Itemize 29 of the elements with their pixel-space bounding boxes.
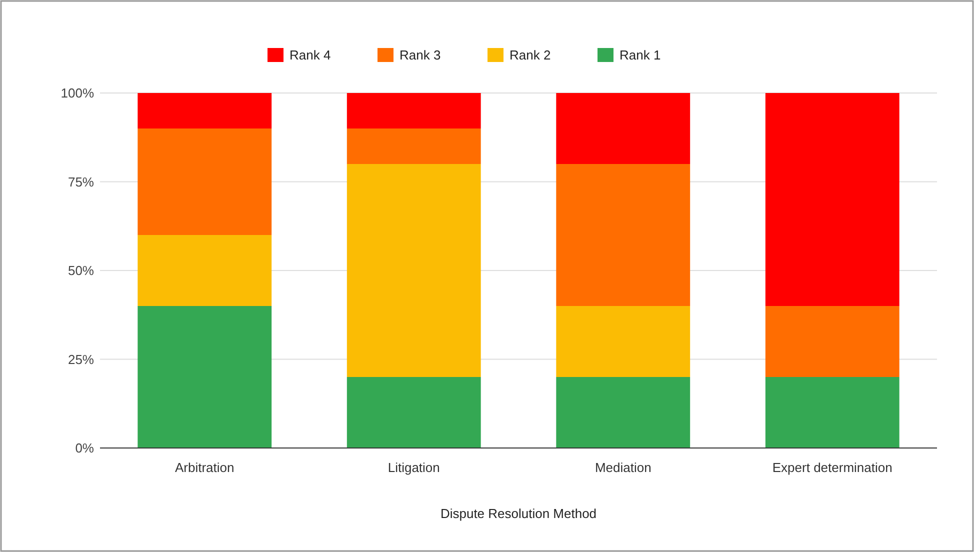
y-tick-label: 75%	[68, 174, 94, 190]
x-tick-label: Arbitration	[175, 460, 234, 475]
bar	[556, 164, 690, 306]
bar	[765, 306, 900, 377]
bar	[138, 128, 272, 235]
y-tick-label: 25%	[68, 352, 94, 367]
y-tick-label: 0%	[75, 440, 94, 456]
y-tick-label: 50%	[68, 263, 94, 278]
bar	[556, 377, 690, 448]
bar	[346, 377, 481, 448]
y-tick-label: 100%	[60, 86, 94, 101]
legend-label: Rank 4	[290, 48, 331, 63]
x-axis-title: Dispute Resolution Method	[440, 506, 597, 521]
bar	[346, 93, 481, 128]
bar	[138, 235, 272, 306]
bar	[346, 128, 481, 164]
legend-label: Rank 2	[510, 48, 551, 63]
x-tick-label: Expert determination	[772, 460, 892, 475]
bar	[556, 306, 690, 377]
bar	[138, 93, 272, 128]
bar	[556, 93, 690, 164]
x-tick-label: Litigation	[388, 460, 440, 475]
x-tick-label: Mediation	[594, 460, 652, 475]
bar	[346, 164, 481, 377]
legend-label: Rank 3	[400, 48, 441, 63]
bar	[138, 306, 272, 448]
bar	[765, 377, 900, 448]
legend-label: Rank 1	[620, 48, 661, 63]
bar	[765, 93, 900, 306]
